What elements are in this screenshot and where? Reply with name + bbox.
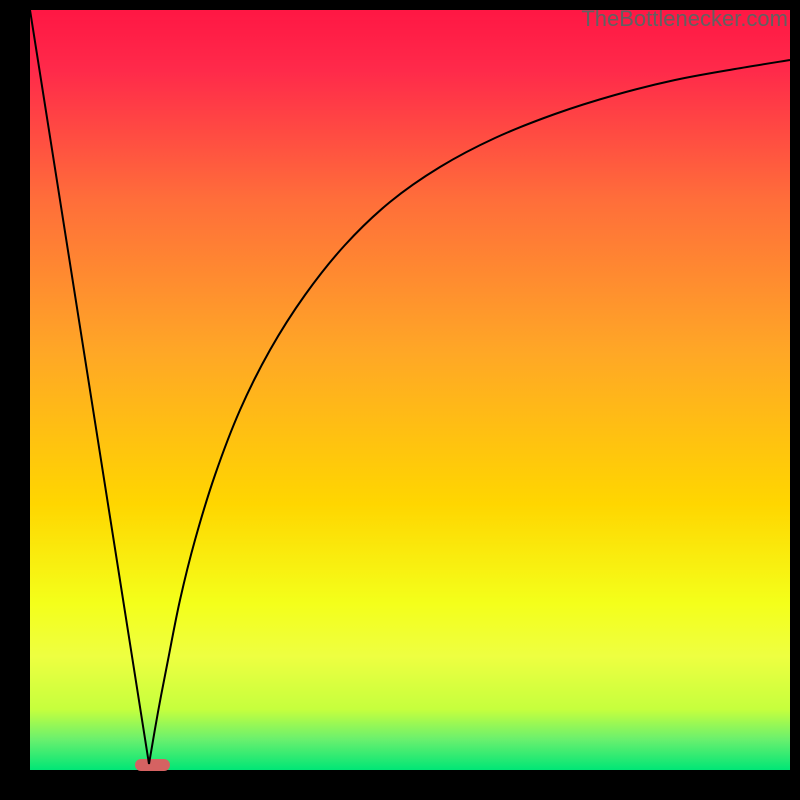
border-bottom: [0, 770, 800, 800]
optimum-marker: [135, 759, 170, 771]
bottleneck-chart: TheBottlenecker.com: [0, 0, 800, 800]
border-left: [0, 0, 30, 800]
plot-area: [30, 10, 790, 770]
watermark-text: TheBottlenecker.com: [581, 6, 788, 31]
chart-container: TheBottlenecker.com: [0, 0, 800, 800]
border-right: [790, 0, 800, 800]
